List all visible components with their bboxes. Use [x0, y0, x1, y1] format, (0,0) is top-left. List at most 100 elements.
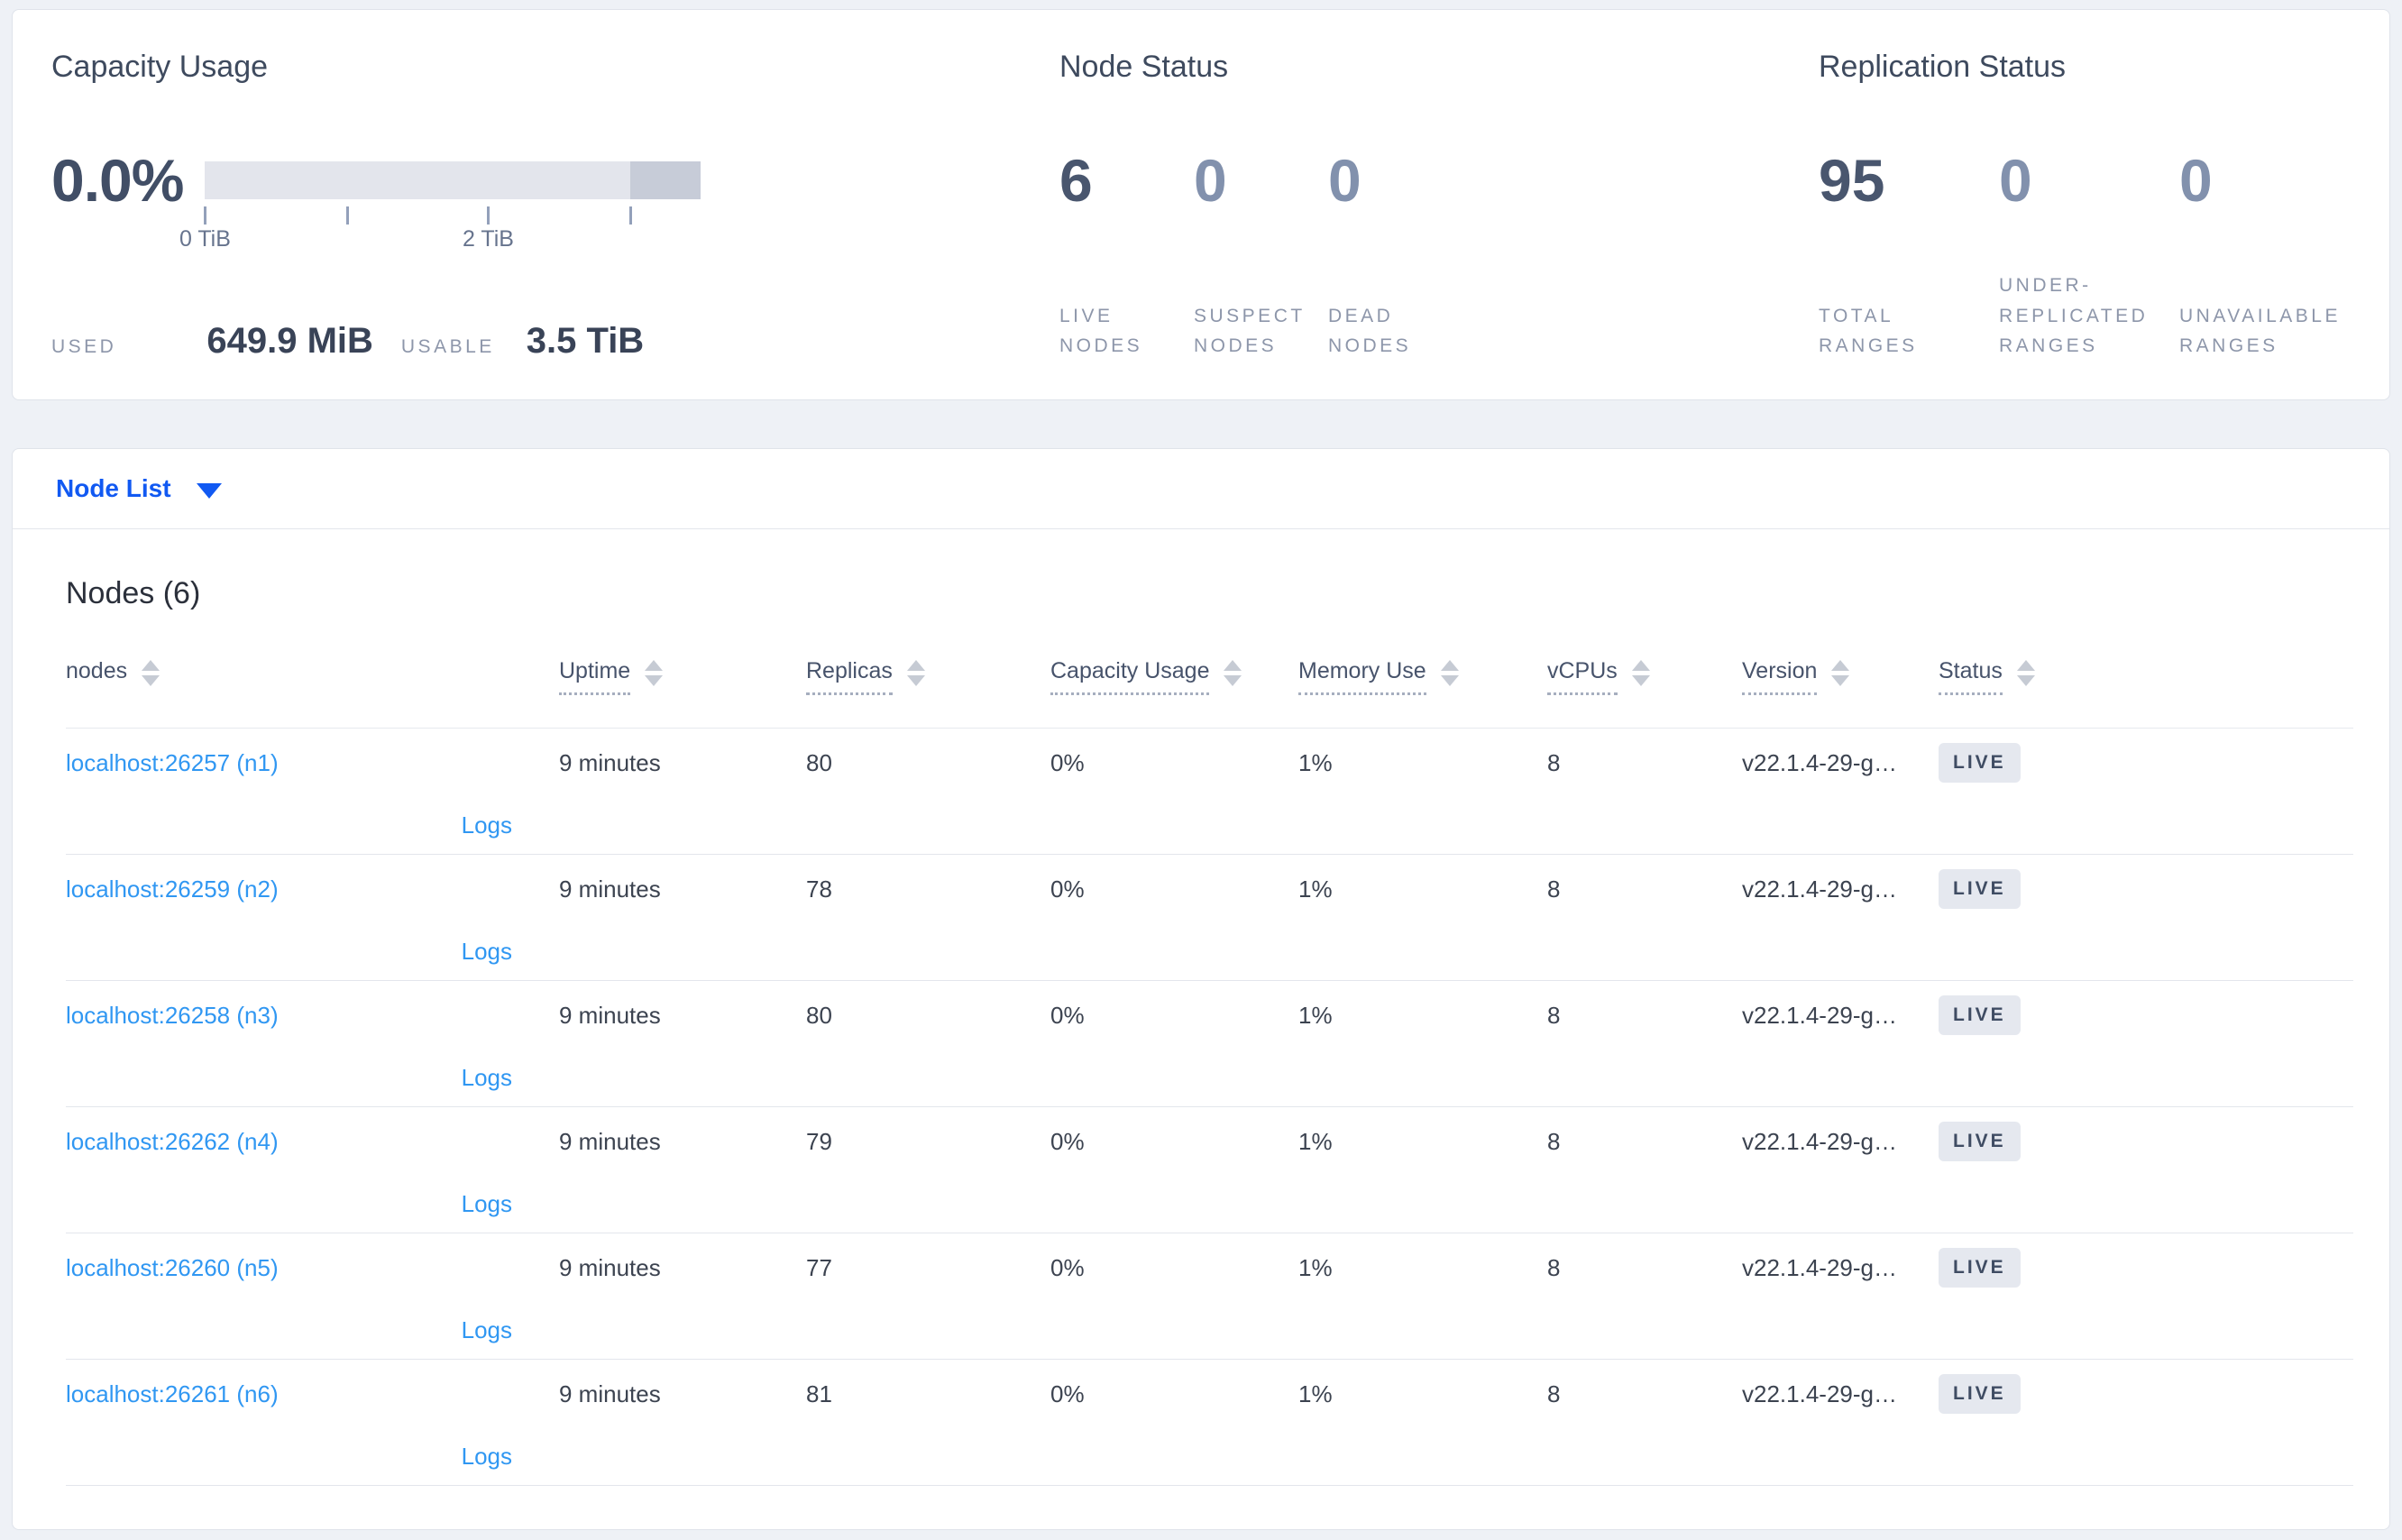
status-badge: LIVE: [1939, 869, 2021, 909]
column-header-label: Status: [1939, 658, 2003, 695]
version-cell: v22.1.4-29-g…: [1742, 748, 1897, 776]
view-selector[interactable]: Node List: [56, 474, 171, 502]
capacity-tick-mark: [628, 206, 632, 225]
uptime-cell: 9 minutes: [559, 1127, 661, 1155]
nodes-table-panel: Nodes (6) nodes Uptime Replicas Capacity Us…: [12, 529, 2390, 1530]
replicas-cell: 80: [806, 748, 832, 776]
memory-use-cell: 1%: [1298, 1001, 1333, 1029]
replicas-cell: 79: [806, 1127, 832, 1155]
memory-use-cell: 1%: [1298, 875, 1333, 903]
uptime-cell: 9 minutes: [559, 875, 661, 903]
column-header-status[interactable]: Status: [1939, 658, 2353, 695]
table-title: Nodes (6): [66, 576, 201, 610]
status-badge: LIVE: [1939, 743, 2021, 783]
memory-use-cell: 1%: [1298, 748, 1333, 776]
sort-icon: [2016, 660, 2035, 686]
uptime-cell: 9 minutes: [559, 1253, 661, 1281]
node-status-title: Node Status: [1059, 50, 1229, 84]
replicas-cell: 78: [806, 875, 832, 903]
logs-link[interactable]: Logs: [461, 1316, 512, 1343]
version-cell: v22.1.4-29-g…: [1742, 1127, 1897, 1155]
version-cell: v22.1.4-29-g…: [1742, 1001, 1897, 1029]
column-header-memory-use[interactable]: Memory Use: [1298, 658, 1547, 695]
status-badge: LIVE: [1939, 1248, 2021, 1288]
uptime-cell: 9 minutes: [559, 748, 661, 776]
view-selector-bar: Node List: [12, 448, 2390, 529]
node-link[interactable]: localhost:26259 (n2): [66, 875, 279, 903]
column-header-replicas[interactable]: Replicas: [806, 658, 1050, 695]
capacity-tick-label: 0 TiB: [179, 226, 231, 252]
node-link[interactable]: localhost:26260 (n5): [66, 1253, 279, 1281]
status-badge: LIVE: [1939, 1122, 2021, 1161]
column-header-nodes[interactable]: nodes: [66, 658, 559, 692]
memory-use-cell: 1%: [1298, 1253, 1333, 1281]
column-header-label: Uptime: [559, 658, 631, 695]
column-header-vcpus[interactable]: vCPUs: [1547, 658, 1742, 695]
stat-value: 0: [1194, 147, 1227, 214]
column-header-uptime[interactable]: Uptime: [559, 658, 806, 695]
table-row: localhost:26258 (n3) 9 minutes 80 0% 1% 8 v22.…: [66, 981, 2353, 1107]
replicas-cell: 81: [806, 1380, 832, 1407]
node-link[interactable]: localhost:26258 (n3): [66, 1001, 279, 1029]
used-value: 649.9 MiB: [206, 321, 373, 361]
node-link[interactable]: localhost:26257 (n1): [66, 748, 279, 776]
capacity-card: Capacity Usage 0.0% 0 TiB 2 TiB USED: [51, 50, 1025, 362]
column-header-label: vCPUs: [1547, 658, 1618, 695]
logs-link[interactable]: Logs: [461, 1190, 512, 1217]
capacity-usage-cell: 0%: [1050, 1380, 1085, 1407]
stat-label: SUSPECT NODES: [1194, 305, 1306, 357]
memory-use-cell: 1%: [1298, 1380, 1333, 1407]
vcpus-cell: 8: [1547, 1253, 1561, 1281]
summary-panel: Capacity Usage 0.0% 0 TiB 2 TiB USED: [12, 9, 2390, 400]
sort-icon: [1440, 660, 1459, 686]
version-cell: v22.1.4-29-g…: [1742, 1253, 1897, 1281]
sort-icon: [1631, 660, 1650, 686]
logs-link[interactable]: Logs: [461, 938, 512, 965]
logs-link[interactable]: Logs: [461, 1064, 512, 1091]
vcpus-cell: 8: [1547, 748, 1561, 776]
table-header-row: nodes Uptime Replicas Capacity Usage Memory …: [66, 642, 2353, 729]
logs-link[interactable]: Logs: [461, 811, 512, 839]
table-row: localhost:26261 (n6) 9 minutes 81 0% 1% 8 v22.…: [66, 1360, 2353, 1486]
replicas-cell: 80: [806, 1001, 832, 1029]
node-status-card: Node Status 6 0 0 LIVE NODES SUSPECT NODES D…: [1059, 50, 1781, 362]
table-row: localhost:26259 (n2) 9 minutes 78 0% 1% 8 v22.…: [66, 855, 2353, 981]
sort-icon: [645, 660, 664, 686]
column-header-label: Replicas: [806, 658, 893, 695]
stat-label: DEAD NODES: [1328, 305, 1412, 357]
status-badge: LIVE: [1939, 995, 2021, 1035]
table-row: localhost:26257 (n1) 9 minutes 80 0% 1% 8 v22.…: [66, 729, 2353, 855]
sort-icon: [1831, 660, 1850, 686]
capacity-title: Capacity Usage: [51, 50, 269, 84]
stat-value: 0: [2179, 147, 2213, 214]
used-label: USED: [51, 336, 117, 357]
capacity-usage-cell: 0%: [1050, 1253, 1085, 1281]
uptime-cell: 9 minutes: [559, 1001, 661, 1029]
vcpus-cell: 8: [1547, 1380, 1561, 1407]
node-link[interactable]: localhost:26261 (n6): [66, 1380, 279, 1407]
replication-status-card: Replication Status 95 0 0 TOTAL RANGES UNDE…: [1819, 50, 2360, 362]
stat-value: 0: [1999, 147, 2032, 214]
chevron-down-icon[interactable]: [196, 482, 222, 499]
sort-icon: [906, 660, 925, 686]
column-header-capacity-usage[interactable]: Capacity Usage: [1050, 658, 1298, 695]
column-header-version[interactable]: Version: [1742, 658, 1939, 695]
column-header-label: Version: [1742, 658, 1818, 695]
vcpus-cell: 8: [1547, 1001, 1561, 1029]
capacity-tick-label: 2 TiB: [462, 226, 514, 252]
version-cell: v22.1.4-29-g…: [1742, 875, 1897, 903]
vcpus-cell: 8: [1547, 875, 1561, 903]
stat-label: LIVE NODES: [1059, 305, 1143, 357]
stat-value: 95: [1819, 147, 1885, 214]
column-header-label: Capacity Usage: [1050, 658, 1210, 695]
capacity-usage-cell: 0%: [1050, 1127, 1085, 1155]
capacity-tick-labels: 0 TiB 2 TiB: [179, 226, 701, 255]
node-link[interactable]: localhost:26262 (n4): [66, 1127, 279, 1155]
logs-link[interactable]: Logs: [461, 1443, 512, 1470]
capacity-bar: [205, 161, 701, 199]
capacity-tick-mark: [204, 206, 207, 225]
table-row: localhost:26262 (n4) 9 minutes 79 0% 1% 8 v22.…: [66, 1107, 2353, 1233]
capacity-usage-cell: 0%: [1050, 748, 1085, 776]
usable-value: 3.5 TiB: [526, 321, 645, 361]
